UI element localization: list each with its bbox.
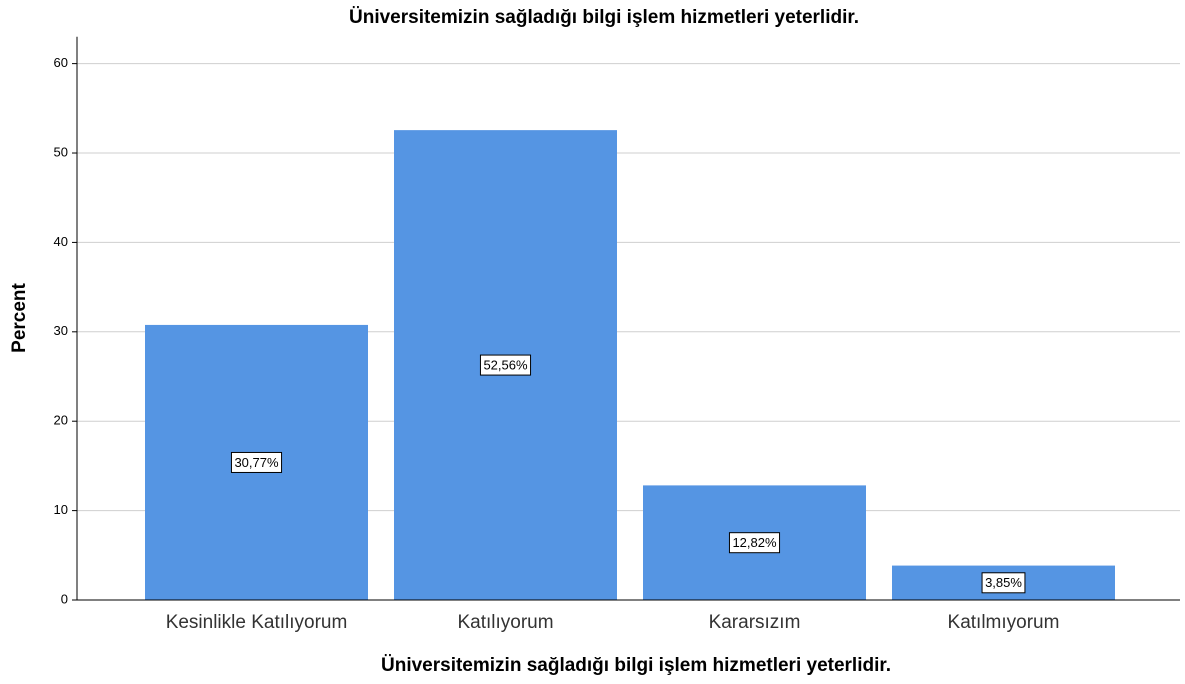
x-axis-title: Üniversitemizin sağladığı bilgi işlem hi… (381, 655, 891, 676)
value-label-box (479, 354, 532, 376)
x-tick-label: Kararsızım (709, 612, 801, 633)
x-tick-label: Katılıyorum (457, 612, 553, 633)
value-label: 12,82% (732, 535, 777, 550)
x-tick-label: Katılmıyorum (948, 612, 1060, 633)
y-tick-label: 0 (61, 591, 68, 606)
chart-title: Üniversitemizin sağladığı bilgi işlem hi… (349, 7, 859, 28)
y-tick-label: 10 (54, 502, 68, 517)
value-label: 52,56% (483, 358, 528, 373)
y-tick-label: 50 (54, 144, 68, 159)
y-axis-title: Percent (9, 282, 30, 352)
y-tick-label: 30 (54, 323, 68, 338)
y-tick-label: 60 (54, 55, 68, 70)
value-label-box (728, 532, 781, 554)
value-label-box (981, 572, 1026, 594)
y-tick-label: 20 (54, 413, 68, 428)
y-tick-label: 40 (54, 234, 68, 249)
value-label: 30,77% (234, 455, 279, 470)
value-label-box (230, 451, 283, 473)
value-label: 3,85% (985, 575, 1022, 590)
x-tick-label: Kesinlikle Katılıyorum (166, 612, 348, 633)
